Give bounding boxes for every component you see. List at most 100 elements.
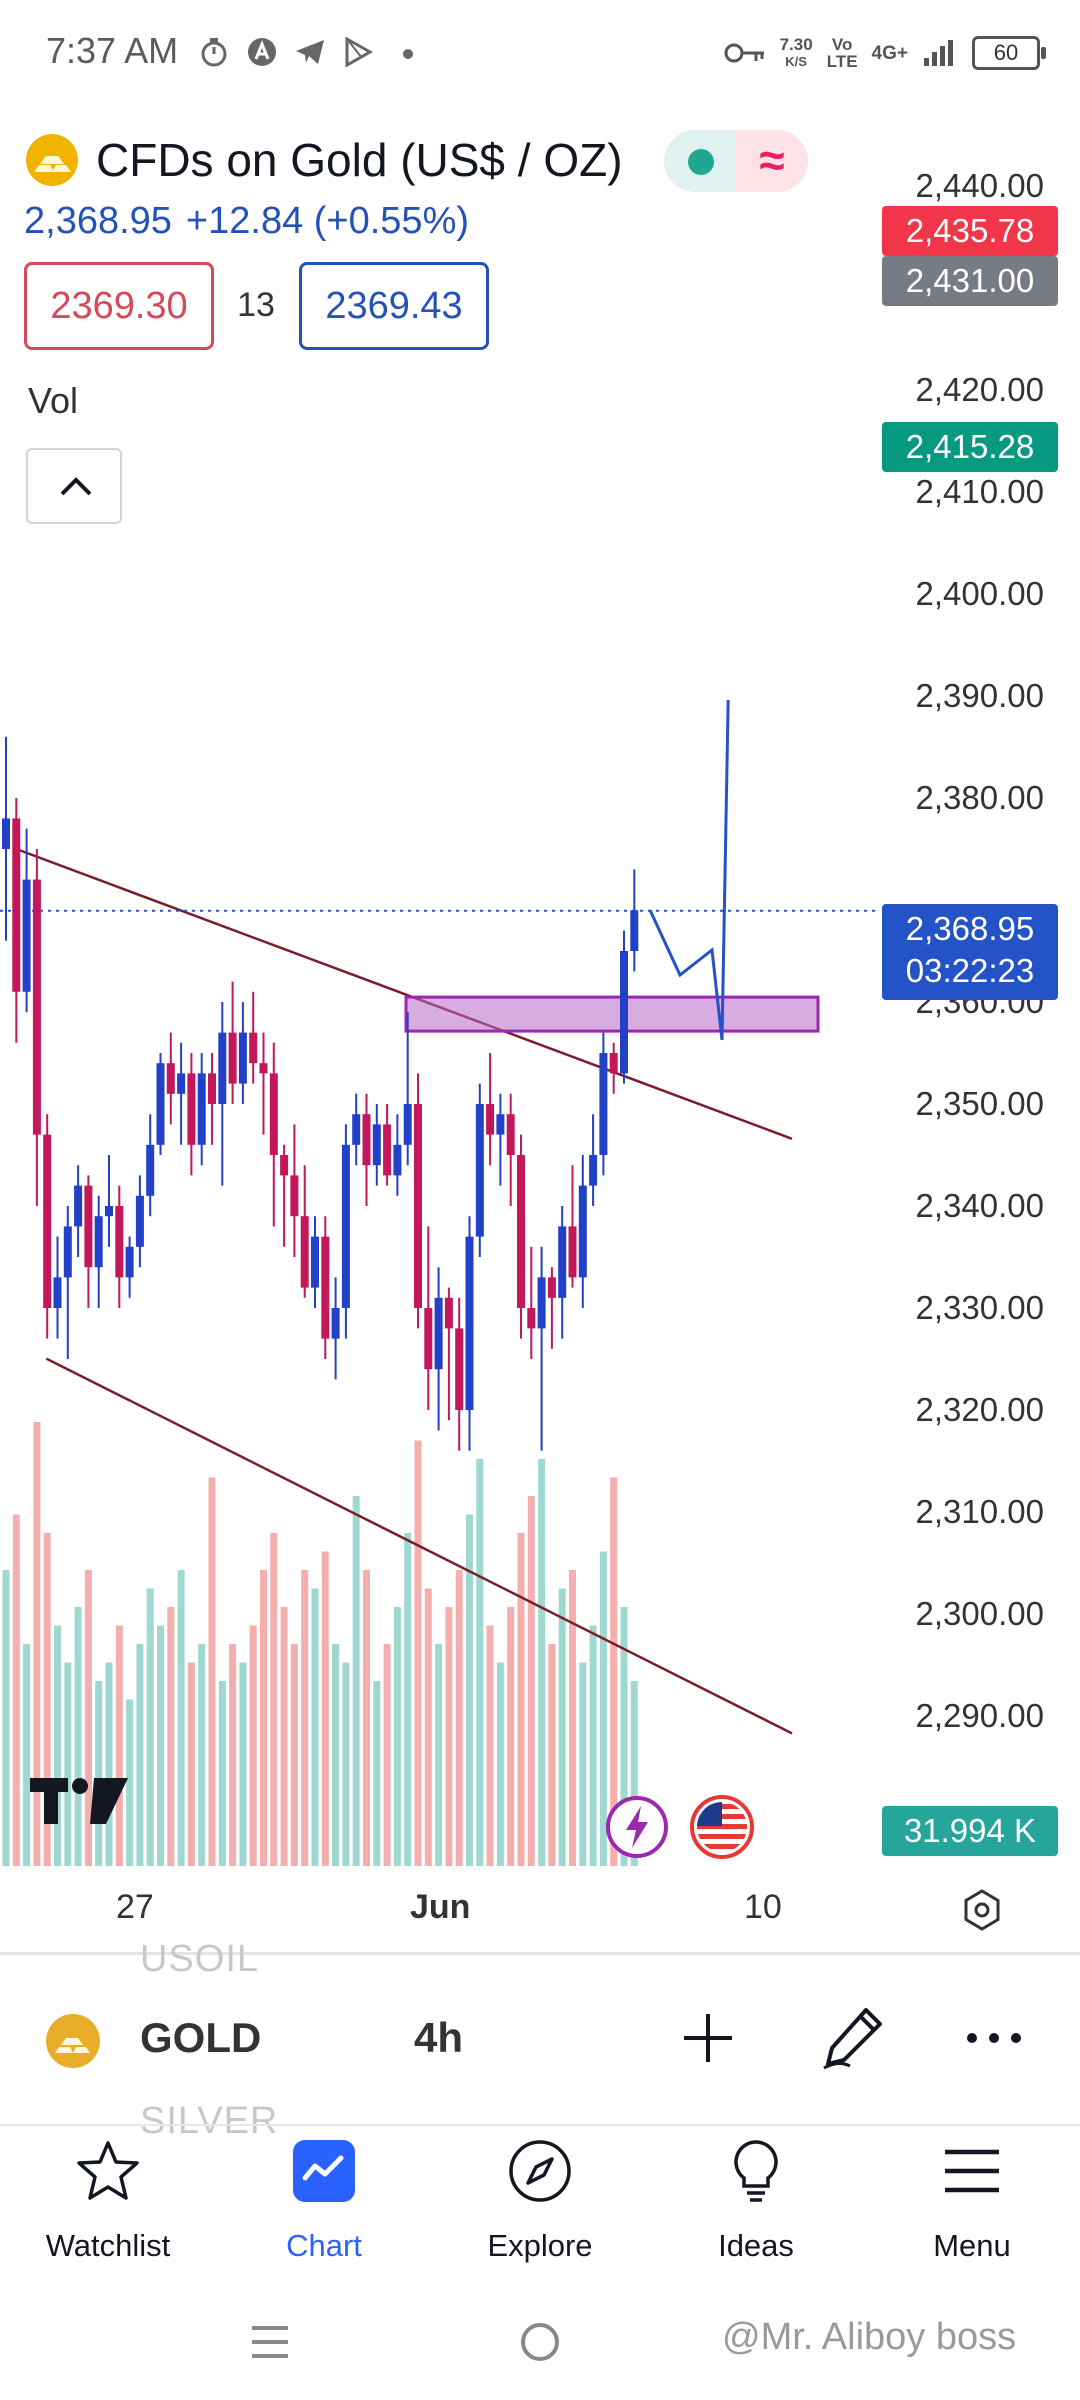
symbol-header[interactable]: CFDs on Gold (US$ / OZ) <box>26 128 623 192</box>
candle <box>331 1277 340 1380</box>
nav-ideas[interactable]: Ideas <box>666 2134 846 2274</box>
chart-icon <box>293 2140 355 2202</box>
volume-bar <box>486 1625 494 1866</box>
candle <box>290 1124 299 1257</box>
assistant-icon <box>248 38 276 66</box>
supply-demand-zone <box>404 995 820 1033</box>
nav-chart[interactable]: Chart <box>234 2134 414 2274</box>
volume-bar <box>548 1644 556 1866</box>
candle <box>558 1206 567 1339</box>
candle-body <box>609 1053 618 1074</box>
symbol-picker[interactable]: GOLD <box>140 2014 262 2061</box>
symbol-coin-icon[interactable] <box>46 2014 100 2068</box>
candle <box>321 1216 330 1359</box>
volume-bar <box>260 1570 267 1866</box>
candle-body <box>537 1277 546 1329</box>
divider <box>0 2124 1080 2126</box>
volume-bar <box>301 1570 309 1866</box>
candle <box>280 1144 289 1247</box>
symbol-picker-prev[interactable]: USOIL <box>140 1938 260 1980</box>
symbol-picker-next[interactable]: SILVER <box>140 2100 279 2142</box>
candle-body <box>630 910 639 951</box>
volume-bar <box>393 1607 401 1866</box>
candle <box>311 1216 319 1308</box>
lightning-icon[interactable] <box>604 1794 670 1860</box>
drawing-tool-icon[interactable] <box>820 2004 886 2070</box>
candle <box>300 1165 309 1298</box>
nav-watchlist[interactable]: Watchlist <box>18 2134 198 2274</box>
volume-bar <box>187 1662 195 1866</box>
projection-path <box>648 700 730 1041</box>
sell-button[interactable]: 2369.30 <box>24 262 214 350</box>
home-icon[interactable] <box>516 2318 564 2366</box>
price-axis-label: 2,380.00 <box>915 779 1044 816</box>
price-axis-label: 2,350.00 <box>915 1085 1044 1122</box>
plus-icon[interactable] <box>680 2010 736 2066</box>
candle <box>455 1297 464 1451</box>
candle-body <box>197 1073 206 1145</box>
us-flag-icon[interactable] <box>688 1794 756 1860</box>
compass-icon <box>509 2140 571 2202</box>
volume-bar <box>414 1440 422 1866</box>
volume-bar <box>466 1514 473 1866</box>
volume-bar <box>579 1662 587 1866</box>
volume-bar <box>229 1644 237 1866</box>
candle-body <box>115 1206 124 1278</box>
lower-trendline <box>45 1357 793 1735</box>
volume-bar <box>373 1681 381 1866</box>
candle <box>475 1083 484 1257</box>
volume-bar <box>321 1551 329 1866</box>
candle <box>125 1236 134 1298</box>
interval-picker[interactable]: 4h <box>414 2014 464 2061</box>
collapse-indicators-button[interactable] <box>26 448 122 524</box>
market-status-pill[interactable]: ≈ <box>664 130 808 192</box>
candle-body <box>558 1226 567 1298</box>
battery-indicator: 60 <box>972 36 1046 70</box>
volume-bar <box>527 1496 535 1866</box>
candle <box>2 736 10 941</box>
volume-bar <box>435 1644 443 1866</box>
candle-body <box>455 1328 464 1410</box>
nav-watchlist-label: Watchlist <box>45 2228 171 2263</box>
candle-body <box>341 1144 350 1308</box>
price-tag-red: 2,435.78 <box>882 206 1058 256</box>
candle-body <box>434 1297 443 1370</box>
candle-body <box>146 1144 155 1196</box>
candle <box>403 1012 412 1166</box>
market-open-icon <box>664 130 736 192</box>
chart-settings-icon[interactable] <box>960 1888 1004 1932</box>
price-axis-label: 2,440.00 <box>915 167 1044 204</box>
tradingview-logo[interactable] <box>30 1774 130 1830</box>
volume-bar <box>146 1588 154 1866</box>
volume-bar <box>95 1681 103 1866</box>
nav-menu[interactable]: Menu <box>882 2134 1062 2274</box>
candle-body <box>547 1277 556 1298</box>
candle-body <box>228 1032 237 1084</box>
more-options-icon[interactable] <box>964 2018 1024 2058</box>
volume-bar <box>2 1570 10 1866</box>
volume-indicator-label[interactable]: Vol <box>28 380 79 421</box>
nav-explore[interactable]: Explore <box>450 2134 630 2274</box>
volume-bar <box>290 1644 298 1866</box>
volume-bar <box>249 1625 257 1866</box>
candle-body <box>568 1226 577 1278</box>
candle-body <box>94 1216 103 1268</box>
candle-body <box>135 1195 144 1247</box>
candle-body <box>599 1053 608 1155</box>
volume-bar <box>404 1533 412 1866</box>
divider <box>0 1952 1080 1955</box>
volte-top: Vo <box>831 35 853 54</box>
candle-body <box>2 818 10 849</box>
price-chart[interactable] <box>0 700 880 1870</box>
candle-body <box>280 1155 289 1176</box>
candle <box>84 1175 93 1308</box>
recent-apps-icon[interactable] <box>248 2320 292 2364</box>
candle <box>166 1032 175 1125</box>
candle-body <box>125 1246 134 1278</box>
candle-body <box>300 1216 309 1288</box>
candle <box>269 1042 278 1227</box>
system-navigation <box>0 2300 1080 2400</box>
buy-button[interactable]: 2369.43 <box>299 262 489 350</box>
candle-body <box>620 951 628 1074</box>
volume-bar <box>342 1662 350 1866</box>
